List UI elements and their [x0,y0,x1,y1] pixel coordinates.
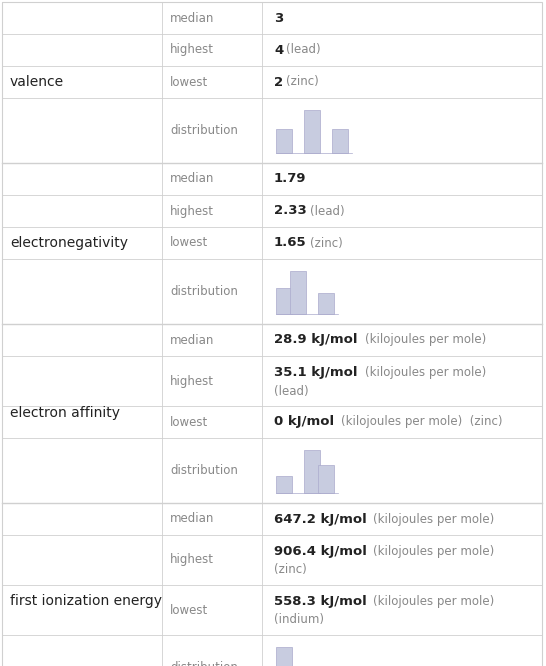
Text: (zinc): (zinc) [310,236,342,250]
Text: (kilojoules per mole)  (zinc): (kilojoules per mole) (zinc) [341,416,503,428]
Text: 4: 4 [274,43,283,57]
Text: lowest: lowest [170,75,208,89]
Bar [276,476,292,493]
Text: (kilojoules per mole): (kilojoules per mole) [365,334,486,346]
Text: median: median [170,11,215,25]
Text: 3: 3 [274,11,283,25]
Text: highest: highest [170,43,214,57]
Text: electronegativity: electronegativity [10,236,128,250]
Bar [276,647,292,666]
Text: 2: 2 [274,75,283,89]
Text: (lead): (lead) [274,384,308,398]
Text: median: median [170,334,215,346]
Text: electron affinity: electron affinity [10,406,120,420]
Text: (lead): (lead) [310,204,345,218]
Text: distribution: distribution [170,285,238,298]
Text: (zinc): (zinc) [286,75,319,89]
Text: (lead): (lead) [286,43,321,57]
Text: highest: highest [170,374,214,388]
Text: median: median [170,513,215,525]
Text: lowest: lowest [170,236,208,250]
Text: 35.1 kJ/mol: 35.1 kJ/mol [274,366,358,379]
Bar [304,110,320,153]
Text: (kilojoules per mole): (kilojoules per mole) [373,595,494,608]
Bar [332,129,348,153]
Text: distribution: distribution [170,124,238,137]
Text: 0 kJ/mol: 0 kJ/mol [274,416,334,428]
Text: lowest: lowest [170,603,208,617]
Text: 2.33: 2.33 [274,204,307,218]
Text: 558.3 kJ/mol: 558.3 kJ/mol [274,595,367,608]
Text: first ionization energy: first ionization energy [10,595,162,609]
Text: distribution: distribution [170,661,238,666]
Bar [290,271,306,314]
Text: 1.79: 1.79 [274,172,306,186]
Text: 28.9 kJ/mol: 28.9 kJ/mol [274,334,358,346]
Bar [276,288,292,314]
Text: distribution: distribution [170,464,238,477]
Bar [318,465,334,493]
Text: (kilojoules per mole): (kilojoules per mole) [373,545,494,558]
Text: (zinc): (zinc) [274,563,307,577]
Text: valence: valence [10,75,64,89]
Text: (kilojoules per mole): (kilojoules per mole) [365,366,486,379]
Text: 647.2 kJ/mol: 647.2 kJ/mol [274,513,367,525]
Text: (kilojoules per mole): (kilojoules per mole) [373,513,494,525]
Text: highest: highest [170,204,214,218]
Text: 906.4 kJ/mol: 906.4 kJ/mol [274,545,367,558]
Text: (indium): (indium) [274,613,324,627]
Text: median: median [170,172,215,186]
Text: lowest: lowest [170,416,208,428]
Bar [276,129,292,153]
Bar [304,450,320,493]
Bar [318,292,334,314]
Text: highest: highest [170,553,214,567]
Text: 1.65: 1.65 [274,236,307,250]
